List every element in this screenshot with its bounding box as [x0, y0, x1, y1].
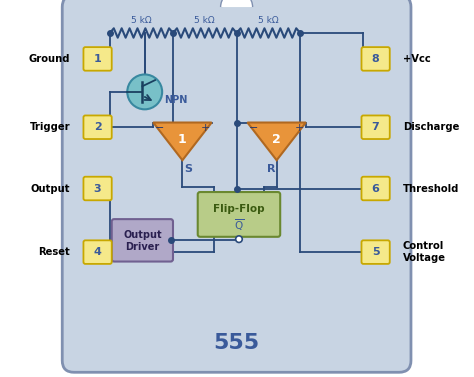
- Circle shape: [128, 75, 162, 109]
- Text: −: −: [155, 123, 164, 133]
- FancyBboxPatch shape: [362, 241, 390, 264]
- FancyBboxPatch shape: [112, 219, 173, 262]
- FancyBboxPatch shape: [362, 115, 390, 139]
- Text: +: +: [295, 123, 304, 133]
- Text: 4: 4: [94, 247, 101, 257]
- Text: R: R: [267, 164, 275, 174]
- Text: S: S: [184, 164, 192, 174]
- Text: 1: 1: [178, 133, 187, 146]
- Text: 5 kΩ: 5 kΩ: [131, 15, 152, 25]
- FancyBboxPatch shape: [83, 241, 112, 264]
- Text: 5: 5: [372, 247, 379, 257]
- Polygon shape: [153, 123, 211, 160]
- Text: 5 kΩ: 5 kΩ: [194, 15, 215, 25]
- FancyBboxPatch shape: [83, 47, 112, 71]
- Text: 2: 2: [94, 122, 101, 132]
- FancyBboxPatch shape: [83, 177, 112, 200]
- FancyBboxPatch shape: [198, 192, 280, 237]
- Text: +: +: [201, 123, 210, 133]
- Text: Threshold: Threshold: [403, 184, 459, 193]
- Text: 555: 555: [214, 333, 260, 353]
- FancyBboxPatch shape: [83, 115, 112, 139]
- Wedge shape: [221, 0, 252, 7]
- FancyBboxPatch shape: [362, 177, 390, 200]
- Text: Ground: Ground: [29, 54, 70, 64]
- Text: 3: 3: [94, 184, 101, 193]
- Text: 1: 1: [94, 54, 101, 64]
- Text: 8: 8: [372, 54, 380, 64]
- Text: Driver: Driver: [125, 242, 159, 252]
- Text: 5 kΩ: 5 kΩ: [258, 15, 279, 25]
- Text: −: −: [249, 123, 258, 133]
- Text: +Vcc: +Vcc: [403, 54, 431, 64]
- Text: Discharge: Discharge: [403, 122, 459, 132]
- Text: Output: Output: [31, 184, 70, 193]
- FancyBboxPatch shape: [362, 47, 390, 71]
- Text: NPN: NPN: [164, 95, 188, 106]
- Text: 7: 7: [372, 122, 380, 132]
- Polygon shape: [247, 123, 306, 160]
- Text: Flip-Flop: Flip-Flop: [213, 204, 265, 214]
- Text: Trigger: Trigger: [30, 122, 70, 132]
- Circle shape: [236, 236, 242, 242]
- FancyBboxPatch shape: [62, 0, 411, 372]
- Text: 6: 6: [372, 184, 380, 193]
- Text: $\overline{\rm Q}$: $\overline{\rm Q}$: [234, 217, 244, 233]
- Text: Reset: Reset: [38, 247, 70, 257]
- Text: Output: Output: [123, 230, 162, 240]
- Text: 2: 2: [272, 133, 281, 146]
- Text: Control
Voltage: Control Voltage: [403, 241, 446, 263]
